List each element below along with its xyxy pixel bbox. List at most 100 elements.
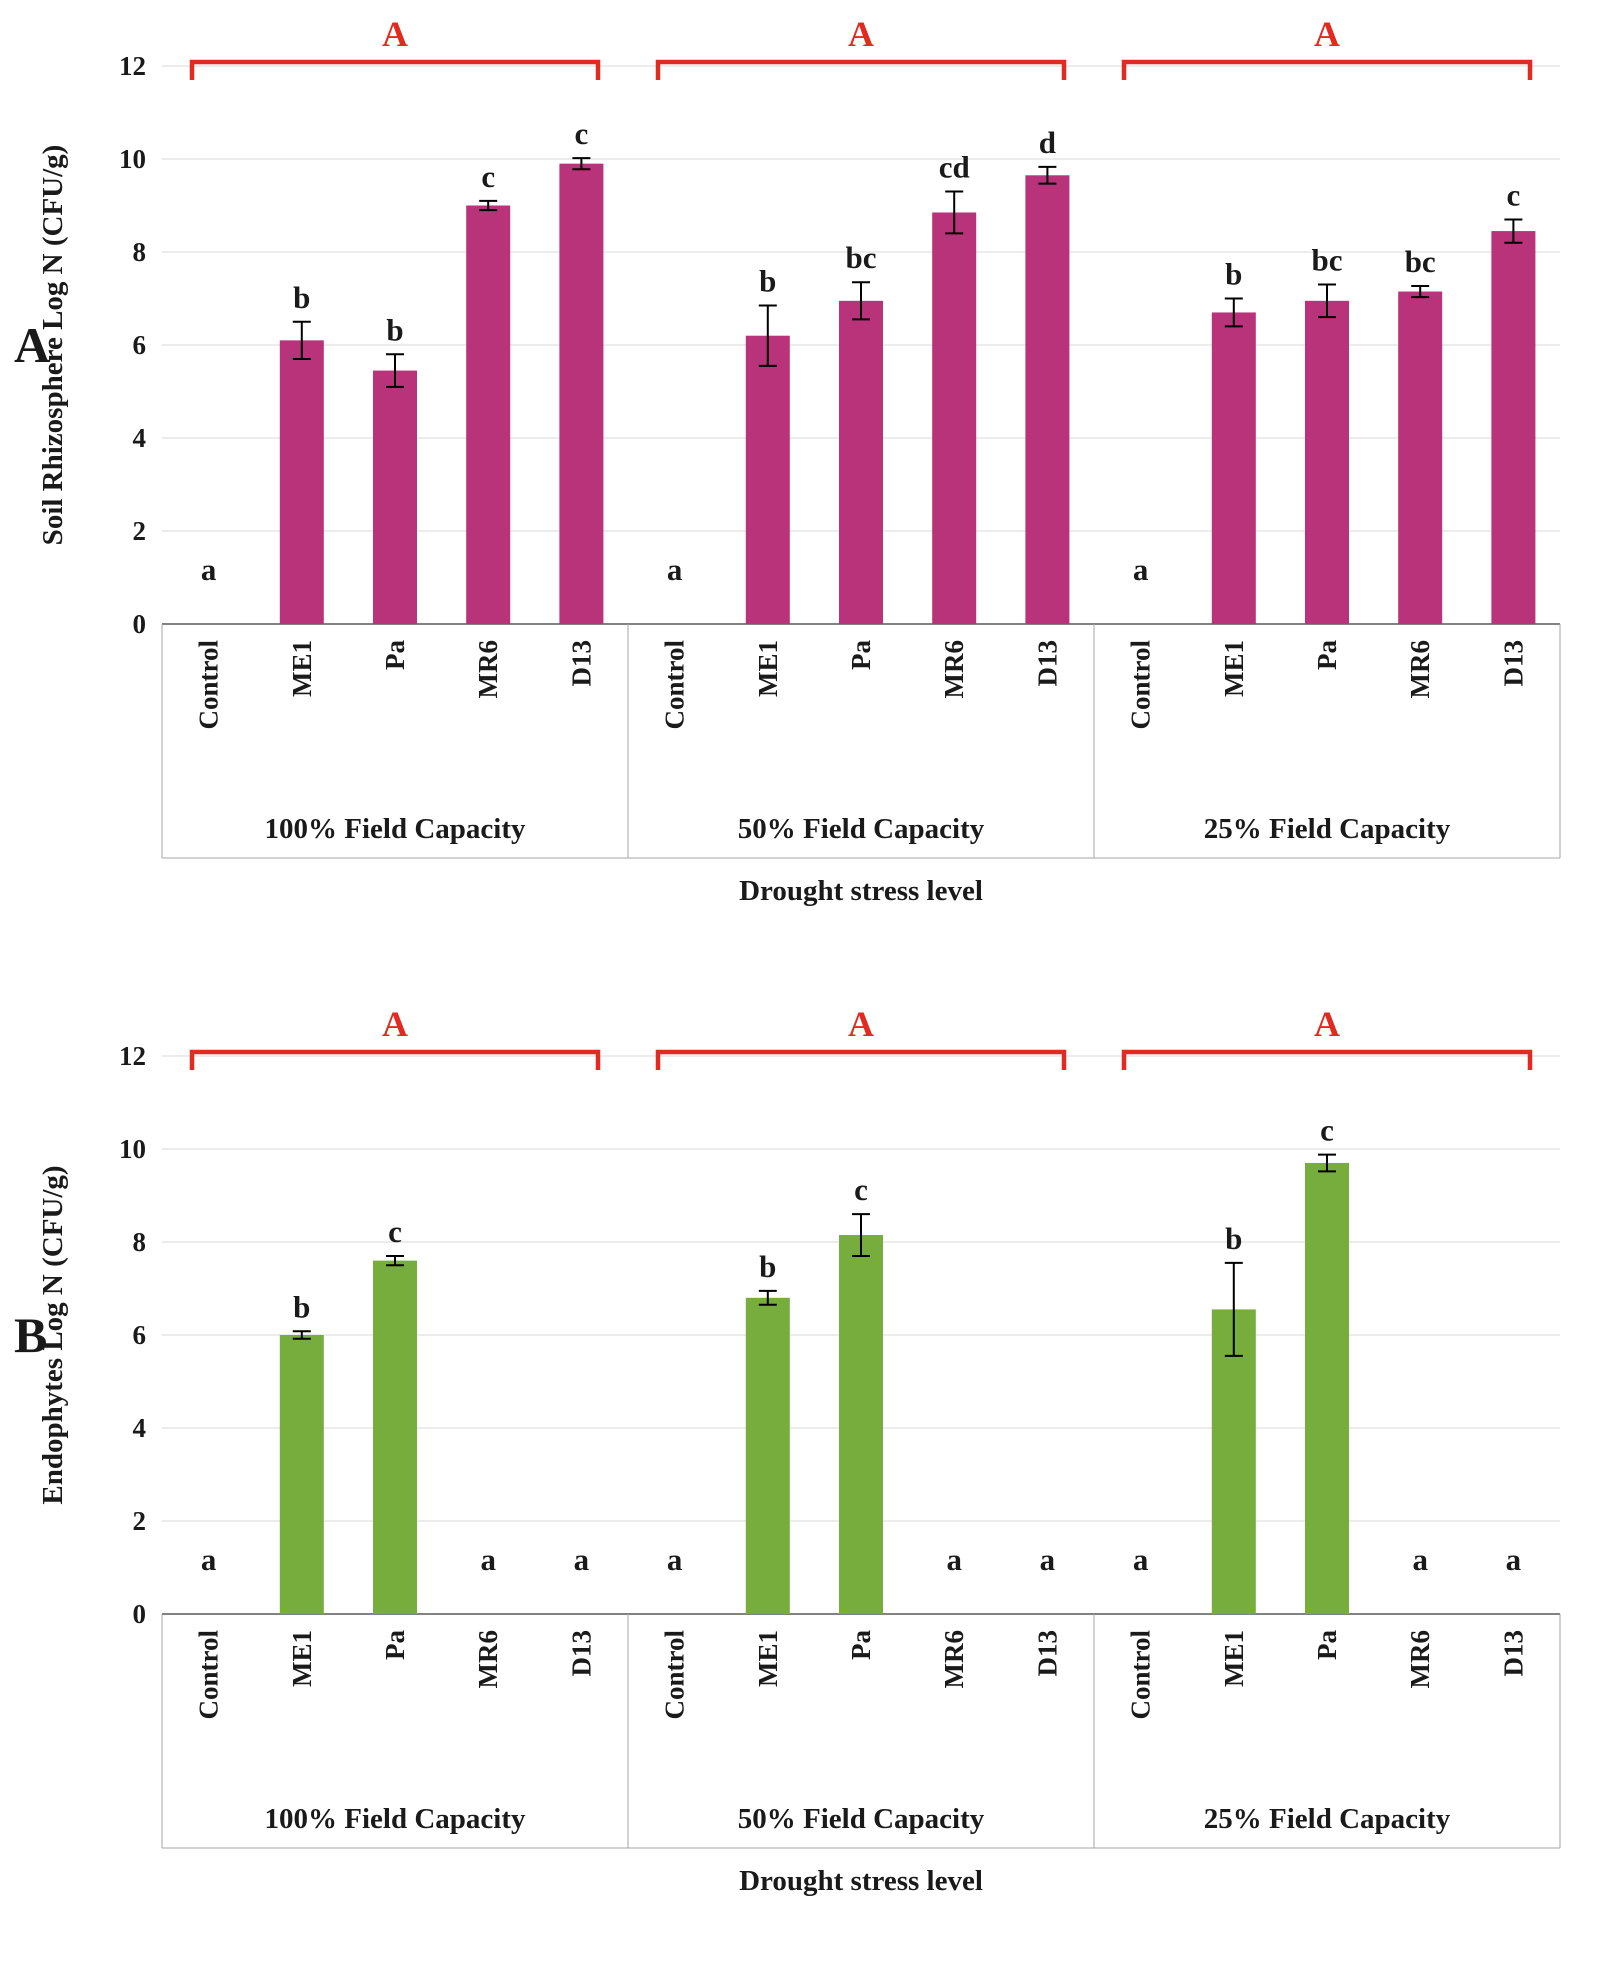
bracket-letter: A [382, 1004, 408, 1044]
panel-b-chart: 0 2 4 6 8 10 12 Aa Control b ME1 c Pa a MR6 a D13 100% Fi… [14, 1004, 1561, 1897]
significance-letter: cd [939, 150, 970, 185]
category-label: Control [660, 1630, 690, 1720]
significance-letter: d [1039, 125, 1056, 160]
significance-letter: a [201, 552, 217, 587]
bar [373, 1260, 417, 1614]
significance-letter: b [1225, 1221, 1242, 1256]
category-label: D13 [1032, 1630, 1062, 1677]
bar [1025, 175, 1070, 624]
panel-a-chart: 0 2 4 6 8 10 12 Aa Control b ME1 b Pa c MR6 c D13 100% Fi… [14, 14, 1561, 907]
bar [932, 212, 977, 624]
category-label: MR6 [1405, 1630, 1435, 1688]
category-label: ME1 [287, 1630, 317, 1687]
significance-letter: b [386, 312, 403, 347]
bar [1211, 312, 1256, 624]
bracket-letter: A [848, 1004, 874, 1044]
significance-letter: b [293, 1289, 310, 1324]
significance-letter: c [1507, 177, 1521, 212]
category-label: Control [660, 640, 690, 730]
category-label: MR6 [939, 1630, 969, 1688]
category-label: D13 [1498, 1630, 1528, 1677]
significance-letter: a [1133, 1542, 1149, 1577]
y-tick-label: 4 [133, 423, 147, 453]
y-tick-label: 8 [133, 1227, 147, 1257]
bar [1211, 1309, 1256, 1614]
category-label: MR6 [1405, 640, 1435, 698]
significance-bracket [1121, 1049, 1533, 1070]
bar [466, 205, 511, 624]
category-label: ME1 [287, 640, 317, 697]
y-tick-label: 6 [133, 1320, 147, 1350]
bar [279, 1335, 324, 1614]
bar [839, 1235, 883, 1614]
significance-letter: a [480, 1542, 496, 1577]
category-label: Control [1126, 640, 1156, 730]
significance-bracket [655, 59, 1067, 80]
category-label: ME1 [1219, 1630, 1249, 1687]
category-label: MR6 [473, 1630, 503, 1688]
bracket-letter: A [382, 14, 408, 54]
significance-bracket [189, 1049, 601, 1070]
significance-letter: b [293, 280, 310, 315]
significance-letter: b [1225, 257, 1242, 292]
y-axis-title: Endophytes Log N (CFU/g) [37, 1165, 69, 1504]
significance-letter: a [574, 1542, 590, 1577]
significance-letter: c [575, 116, 589, 151]
category-label: MR6 [939, 640, 969, 698]
bracket-letter: A [1314, 14, 1340, 54]
group-label: 100% Field Capacity [265, 1803, 526, 1835]
significance-letter: a [667, 552, 683, 587]
significance-letter: c [481, 159, 495, 194]
y-axis-title: Soil Rhizosphere Log N (CFU/g) [37, 145, 69, 546]
y-tick-label: 2 [133, 516, 147, 546]
category-label: ME1 [753, 640, 783, 697]
bar [839, 300, 883, 624]
bar [1305, 300, 1349, 624]
panel-letter: A [14, 317, 50, 373]
significance-letter: bc [846, 240, 877, 275]
significance-letter: a [946, 1542, 962, 1577]
group-label: 50% Field Capacity [738, 1803, 985, 1835]
significance-letter: a [667, 1542, 683, 1577]
y-tick-label: 0 [133, 609, 147, 639]
group-label: 25% Field Capacity [1204, 813, 1451, 845]
category-label: D13 [1032, 640, 1062, 687]
bar [373, 370, 417, 624]
bar [1305, 1162, 1349, 1614]
significance-bracket [1121, 59, 1533, 80]
significance-letter: b [759, 1249, 776, 1284]
significance-letter: a [201, 1542, 217, 1577]
significance-bracket [655, 1049, 1067, 1070]
y-tick-label: 4 [133, 1413, 147, 1443]
bar [1398, 291, 1443, 624]
significance-letter: bc [1312, 243, 1343, 278]
group-label: 50% Field Capacity [738, 813, 985, 845]
category-label: Control [194, 640, 224, 730]
y-tick-label: 10 [119, 144, 146, 174]
y-tick-label: 12 [119, 1041, 146, 1071]
category-label: ME1 [1219, 640, 1249, 697]
category-label: Control [1126, 1630, 1156, 1720]
category-label: ME1 [753, 1630, 783, 1687]
significance-letter: a [1133, 552, 1149, 587]
y-tick-label: 2 [133, 1506, 147, 1536]
category-label: MR6 [473, 640, 503, 698]
significance-letter: a [1506, 1542, 1522, 1577]
y-tick-label: 6 [133, 330, 147, 360]
bar [745, 335, 790, 624]
significance-bracket [189, 59, 601, 80]
y-tick-label: 10 [119, 1134, 146, 1164]
bar [1491, 231, 1536, 624]
y-tick-label: 0 [133, 1599, 147, 1629]
bar [745, 1297, 790, 1614]
category-label: D13 [566, 1630, 596, 1677]
category-label: Pa [846, 1630, 876, 1660]
category-label: D13 [1498, 640, 1528, 687]
category-label: Pa [846, 640, 876, 670]
panel-letter: B [14, 1307, 47, 1363]
category-label: Pa [380, 640, 410, 670]
significance-letter: a [1412, 1542, 1428, 1577]
group-label: 25% Field Capacity [1204, 1803, 1451, 1835]
category-label: Control [194, 1630, 224, 1720]
